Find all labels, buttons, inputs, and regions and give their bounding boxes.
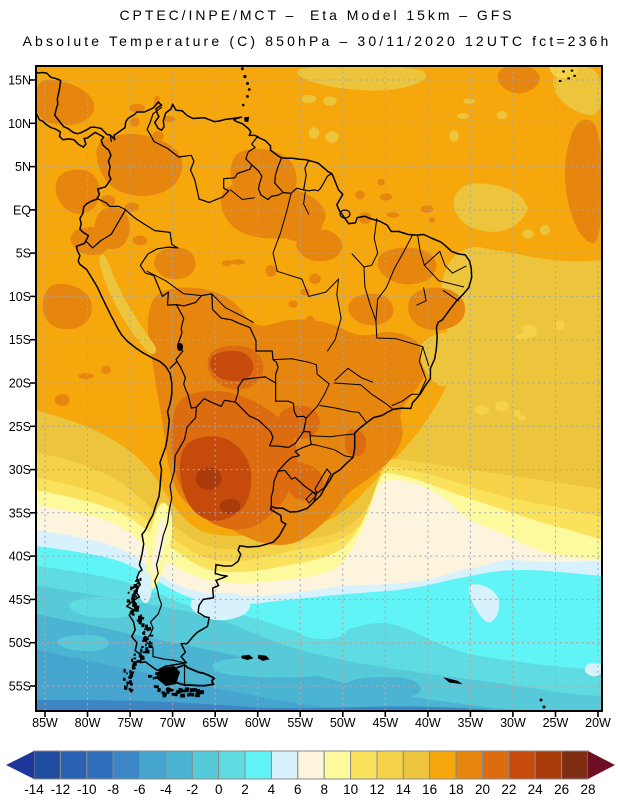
svg-text:25W: 25W [543,716,569,730]
svg-text:-4: -4 [160,782,172,797]
svg-text:14: 14 [396,782,412,797]
svg-text:80W: 80W [75,716,101,730]
svg-text:2: 2 [241,782,249,797]
svg-text:55S: 55S [9,679,31,693]
svg-text:8: 8 [320,782,328,797]
svg-text:20S: 20S [9,376,31,390]
svg-text:26: 26 [554,782,569,797]
svg-text:12: 12 [369,782,384,797]
svg-text:15S: 15S [9,333,31,347]
svg-text:50S: 50S [9,636,31,650]
svg-text:10: 10 [343,782,358,797]
svg-text:30W: 30W [500,716,526,730]
svg-text:45W: 45W [372,716,398,730]
svg-text:-2: -2 [186,782,198,797]
svg-text:35S: 35S [9,506,31,520]
svg-text:5N: 5N [15,160,31,174]
svg-text:6: 6 [294,782,302,797]
svg-text:22: 22 [501,782,516,797]
svg-text:4: 4 [268,782,276,797]
svg-text:-10: -10 [77,782,97,797]
svg-text:50W: 50W [330,716,356,730]
svg-text:-8: -8 [107,782,119,797]
svg-text:85W: 85W [32,716,58,730]
svg-text:18: 18 [449,782,464,797]
svg-text:15N: 15N [8,74,31,88]
svg-text:40W: 40W [415,716,441,730]
svg-text:EQ: EQ [13,203,31,217]
svg-text:24: 24 [528,782,544,797]
svg-text:-14: -14 [24,782,44,797]
svg-text:60W: 60W [245,716,271,730]
svg-text:25S: 25S [9,420,31,434]
svg-text:70W: 70W [160,716,186,730]
svg-text:40S: 40S [9,550,31,564]
svg-text:16: 16 [422,782,437,797]
svg-text:45S: 45S [9,593,31,607]
svg-text:10S: 10S [9,290,31,304]
svg-text:10N: 10N [8,117,31,131]
svg-text:35W: 35W [458,716,484,730]
svg-text:0: 0 [215,782,223,797]
svg-text:30S: 30S [9,463,31,477]
svg-text:65W: 65W [202,716,228,730]
svg-text:20: 20 [475,782,490,797]
svg-text:5S: 5S [16,247,31,261]
svg-text:28: 28 [580,782,595,797]
svg-text:-12: -12 [51,782,71,797]
svg-text:55W: 55W [287,716,313,730]
svg-text:20W: 20W [585,716,611,730]
svg-text:75W: 75W [117,716,143,730]
svg-text:-6: -6 [133,782,145,797]
